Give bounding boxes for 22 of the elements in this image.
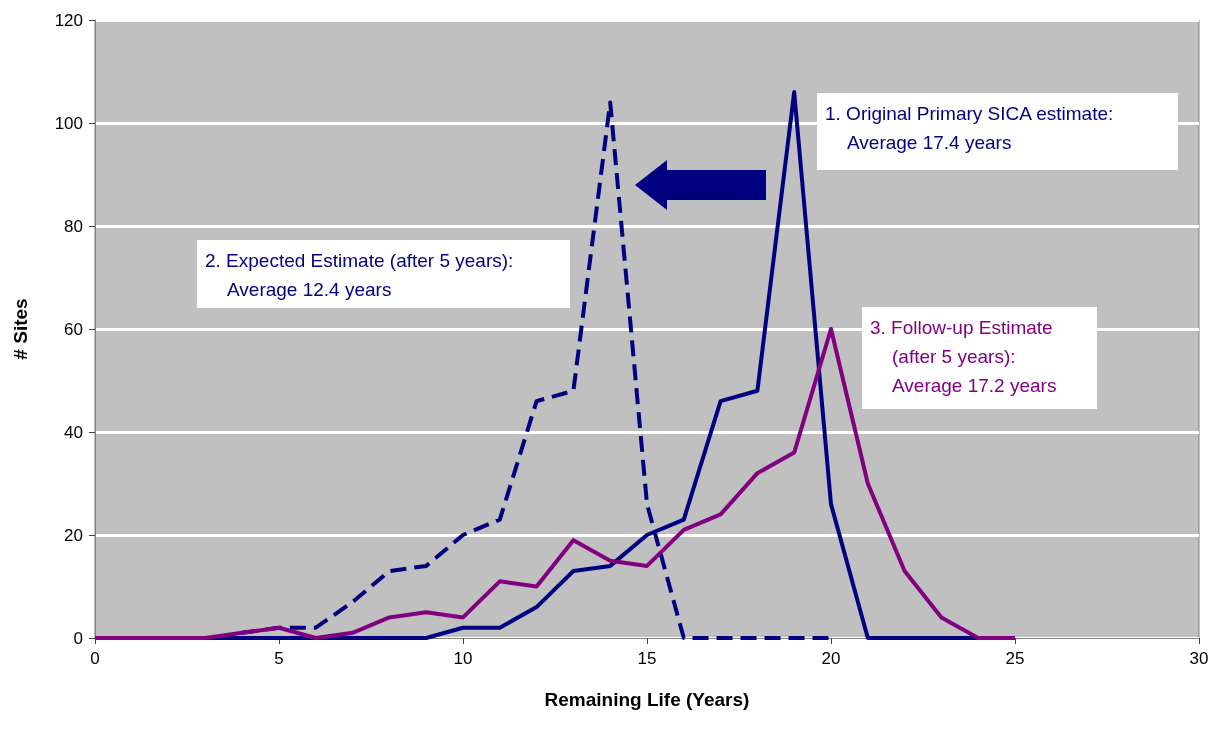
y-tick-label: 0: [73, 628, 83, 648]
x-tick-label: 20: [821, 649, 841, 668]
y-tick-label: 120: [54, 10, 83, 30]
y-tick-label: 60: [64, 319, 83, 339]
annotation: 3. Follow-up Estimate (after 5 years): Average 17.2 years: [870, 316, 1058, 398]
annotation: 2. Expected Estimate (after 5 years): Average 12.4 years: [205, 249, 515, 302]
x-tick-label: 25: [1005, 649, 1025, 668]
y-tick-label: 100: [54, 113, 83, 133]
y-axis-title: # Sites: [10, 298, 31, 360]
text-box: 3. Follow-up Estimate (after 5 years): Average 17.2 years: [862, 307, 1097, 409]
y-tick-label: 40: [64, 422, 83, 442]
x-tick-label: 15: [637, 649, 657, 668]
x-tick-label: 30: [1189, 649, 1209, 668]
x-tick-label: 10: [453, 649, 473, 668]
y-tick-label: 80: [64, 216, 83, 236]
x-tick-label: 5: [274, 649, 284, 668]
text-box: 2. Expected Estimate (after 5 years): Average 12.4 years: [197, 240, 570, 308]
x-axis-title: Remaining Life (Years): [544, 689, 750, 710]
y-tick-label: 20: [64, 525, 83, 545]
text-box: 1. Original Primary SICA estimate: Average 17.4 years: [817, 93, 1178, 170]
annotation: 1. Original Primary SICA estimate: Average 17.4 years: [825, 102, 1115, 155]
x-tick-label: 0: [90, 649, 100, 668]
